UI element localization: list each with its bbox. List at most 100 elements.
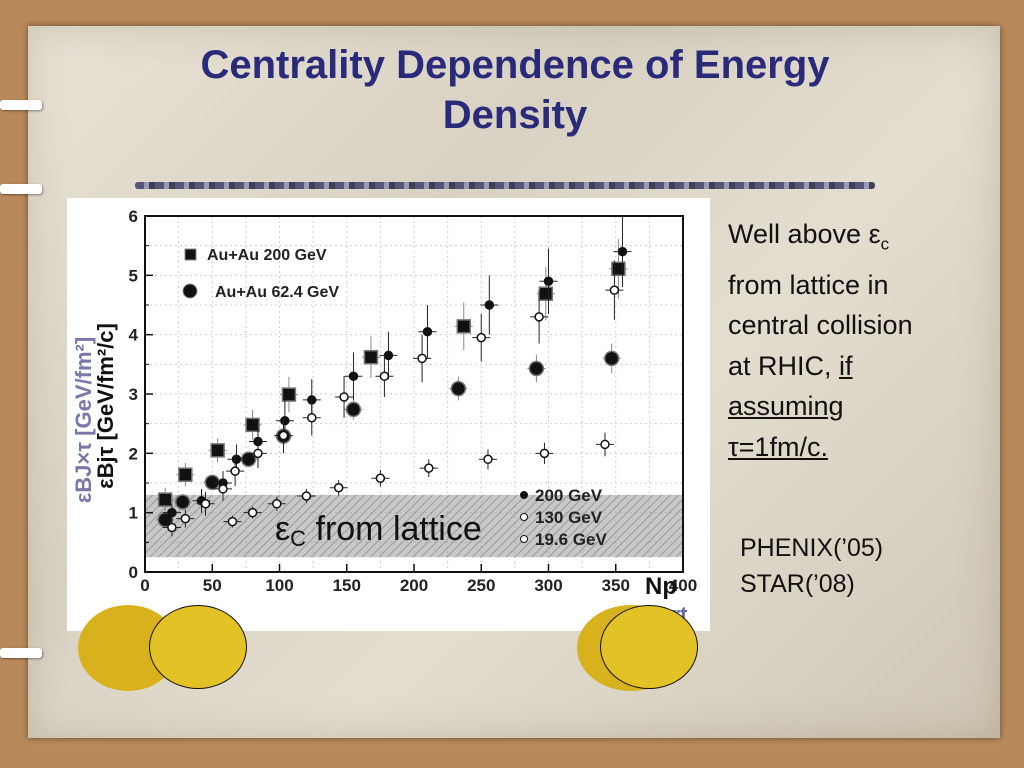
data-point bbox=[339, 392, 349, 402]
x-tick-label: 400 bbox=[669, 576, 697, 595]
y-tick-label: 0 bbox=[129, 563, 138, 582]
data-point bbox=[484, 300, 495, 310]
data-point bbox=[379, 371, 390, 381]
legend-label: 130 GeV bbox=[535, 508, 603, 527]
y-tick-label: 1 bbox=[129, 504, 138, 523]
legend-marker bbox=[520, 513, 528, 521]
data-point bbox=[230, 466, 240, 476]
data-point bbox=[538, 286, 554, 301]
data-point bbox=[617, 246, 628, 257]
text-line-4: at RHIC, bbox=[728, 350, 840, 381]
data-point bbox=[363, 349, 379, 365]
y-tick-label: 4 bbox=[129, 326, 139, 345]
c-subscript: c bbox=[880, 234, 890, 254]
data-point bbox=[600, 439, 610, 450]
data-point bbox=[200, 499, 211, 509]
y-tick-label: 5 bbox=[129, 266, 138, 285]
legend-label: Au+Au 200 GeV bbox=[207, 247, 327, 264]
legend-marker bbox=[520, 491, 528, 499]
x-tick-label: 200 bbox=[400, 576, 428, 595]
x-tick-label: 250 bbox=[467, 576, 495, 595]
data-point bbox=[218, 484, 228, 494]
data-point bbox=[375, 473, 386, 484]
reference-phenix: PHENIX(’05) bbox=[740, 534, 884, 562]
data-point bbox=[348, 371, 359, 381]
text-line-5: assuming bbox=[728, 391, 844, 422]
data-point bbox=[539, 448, 550, 459]
x-tick-label: 0 bbox=[140, 576, 149, 595]
chart-panel: 0 50 100 150 200 250 300 350 400 0 1 2 3 4 5 6 εBJ×τ [Ge… bbox=[67, 198, 710, 631]
data-point bbox=[272, 499, 282, 509]
data-point bbox=[167, 522, 177, 533]
data-point bbox=[227, 516, 238, 527]
data-point bbox=[345, 401, 362, 418]
legend-label: 19.6 GeV bbox=[535, 530, 607, 549]
text-well-above: Well above bbox=[728, 219, 869, 249]
text-if: if bbox=[839, 350, 853, 381]
data-point bbox=[603, 350, 620, 367]
legend-label: Au+Au 62.4 GeV bbox=[215, 284, 339, 301]
data-point bbox=[253, 448, 263, 459]
data-point bbox=[281, 387, 297, 402]
lattice-label: εC from lattice bbox=[275, 510, 482, 551]
data-point bbox=[231, 454, 242, 465]
data-point bbox=[476, 332, 486, 343]
y-tick-label: 3 bbox=[129, 385, 138, 404]
x-tick-label: 300 bbox=[534, 576, 562, 595]
legend-label: 200 GeV bbox=[535, 486, 603, 505]
data-point bbox=[417, 353, 427, 364]
data-point bbox=[424, 463, 434, 473]
y-axis-label-b: εBjτ [GeV/fm²/c] bbox=[93, 323, 118, 489]
data-point bbox=[543, 276, 554, 287]
data-point bbox=[174, 494, 191, 510]
legend-marker-square bbox=[184, 248, 197, 261]
references: PHENIX(’05) STAR(’08) bbox=[740, 530, 883, 602]
binder-clip bbox=[0, 100, 42, 110]
text-line-2: from lattice in bbox=[728, 269, 889, 300]
decorative-circle-outline bbox=[600, 605, 698, 689]
legend-marker bbox=[520, 535, 528, 543]
x-tick-label: 350 bbox=[602, 576, 630, 595]
binder-clip bbox=[0, 184, 42, 194]
energy-density-chart: 0 50 100 150 200 250 300 350 400 0 1 2 3 4 5 6 εBJ×τ [Ge… bbox=[71, 207, 697, 627]
data-point bbox=[204, 474, 220, 491]
data-point bbox=[157, 492, 173, 507]
epsilon-symbol: ε bbox=[868, 219, 881, 249]
text-line-3: central collision bbox=[728, 310, 913, 341]
x-tick-label: 150 bbox=[333, 576, 361, 595]
x-tick-label: 100 bbox=[265, 576, 293, 595]
lattice-band-hatch bbox=[145, 494, 683, 558]
data-point bbox=[383, 350, 394, 361]
text-line-6: τ=1fm/c. bbox=[728, 431, 828, 462]
x-axis-label-a: Np bbox=[645, 573, 677, 600]
data-point bbox=[534, 312, 544, 322]
data-point bbox=[278, 430, 289, 441]
data-point bbox=[528, 360, 545, 377]
y-tick-label: 2 bbox=[129, 444, 138, 463]
data-point bbox=[307, 412, 317, 423]
binder-clip bbox=[0, 648, 42, 658]
data-point bbox=[247, 507, 258, 518]
title-line-2: Density bbox=[442, 93, 588, 137]
data-point bbox=[483, 454, 493, 465]
data-point bbox=[245, 417, 260, 433]
data-point bbox=[456, 319, 472, 334]
data-point bbox=[450, 380, 467, 397]
decorative-divider bbox=[135, 182, 875, 189]
x-tick-label: 50 bbox=[203, 576, 222, 595]
reference-star: STAR(’08) bbox=[740, 570, 855, 598]
data-point bbox=[301, 491, 312, 501]
title-line-1: Centrality Dependence of Energy bbox=[200, 43, 830, 87]
slide-title: Centrality Dependence of Energy Density bbox=[60, 40, 970, 140]
data-point bbox=[178, 467, 193, 482]
data-point bbox=[422, 326, 433, 337]
decorative-circle-outline bbox=[149, 605, 247, 689]
data-point bbox=[210, 443, 225, 458]
legend-marker-circle bbox=[182, 283, 198, 299]
data-point bbox=[611, 261, 626, 277]
data-point bbox=[333, 482, 344, 493]
data-point bbox=[167, 507, 177, 518]
data-point bbox=[180, 513, 191, 524]
explanation-text: Well above εc from lattice in central co… bbox=[728, 214, 1008, 467]
data-point bbox=[280, 415, 290, 426]
